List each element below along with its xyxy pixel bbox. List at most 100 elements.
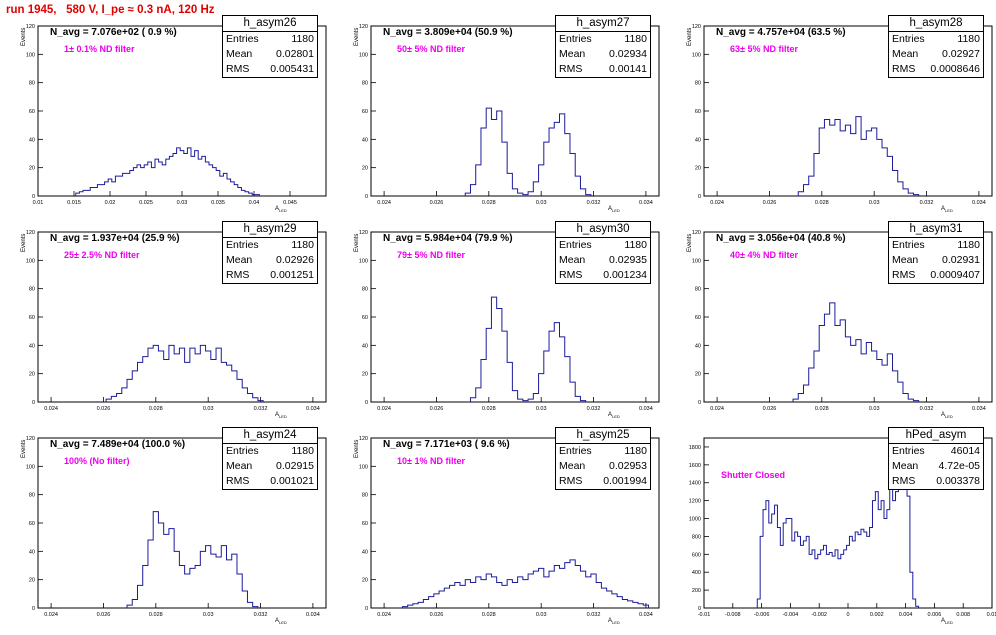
stats-key: RMS [559,269,583,281]
histogram-bin [112,182,116,196]
histogram-bin [622,600,627,609]
histogram-bin [177,148,181,196]
histogram-bin [174,551,179,608]
histogram-bin [612,594,617,608]
histogram-bin [185,362,190,402]
stats-key: Entries [559,239,592,251]
x-tick-label: 0.03 [536,406,547,412]
x-tick-label: 0.04 [249,200,260,206]
histogram-bin [198,159,202,196]
panel-h_asym29: 0.024 0.026 0.028 0.03 0.032 0.034 0 20 40 60 80 10… [0,221,330,429]
histogram-bin [818,554,821,608]
histogram-bin [173,154,177,197]
histogram-bin [241,190,245,196]
histogram-bin [908,193,913,196]
y-tick-label: 40 [362,137,368,143]
histogram-bin [851,345,856,402]
x-tick-label: 0.01 [987,612,996,618]
filter-label: 1± 0.1% ND filter [64,44,135,54]
histogram-bin [164,360,169,403]
histogram-bin [798,394,803,403]
histogram-bin [814,351,819,402]
stats-row: Entries 1180 [223,32,317,47]
histogram-bin [826,554,829,608]
x-tick-label: 0.03 [177,200,188,206]
histogram-bin [803,385,808,402]
x-tick-label: 0.028 [149,406,163,412]
histogram-bin [849,536,852,608]
x-tick-label: 0.028 [149,612,163,618]
histogram-bin [772,514,775,608]
y-tick-label: 800 [692,534,701,540]
histogram-bin [507,173,512,196]
y-tick-label: 80 [362,287,368,293]
x-tick-label: 0.015 [67,200,81,206]
x-tick-label: 0.008 [956,612,970,618]
histogram-bin [786,519,789,608]
stats-value: 46014 [950,445,980,457]
histogram-bin [190,348,195,402]
stats-row: Entries 1180 [223,444,317,459]
histogram-bin [845,337,850,402]
stats-row: RMS 0.001021 [223,474,317,489]
histogram-bin [205,162,209,196]
histogram-bin [174,354,179,402]
histogram-bin [476,388,481,402]
y-tick-label: 80 [362,493,368,499]
histogram-bin [760,536,763,608]
stats-key: Entries [559,33,592,45]
histogram-bin [158,351,163,402]
panel-h_asym31: 0.024 0.026 0.028 0.03 0.032 0.034 0 20 40 60 80 10… [666,221,996,429]
y-tick-label: 80 [695,81,701,87]
stats-box: hPed_asym Entries 46014 Mean 4.72e-05 RMS 0.00… [888,427,984,490]
histogram-bin [565,357,570,402]
histogram-bin [465,193,470,196]
histogram-bin [211,360,216,403]
stats-row: Entries 1180 [889,32,983,47]
stats-title: h_asym28 [889,16,983,32]
histogram-bin [913,195,918,196]
y-tick-label: 100 [359,52,368,58]
histogram-bin [544,351,549,402]
histogram-bin [830,303,835,402]
histogram-bin [127,605,132,608]
y-axis-title: Events [21,233,27,252]
histogram-bin [408,605,413,608]
histogram-bin [893,171,898,197]
x-tick-label: 0.028 [482,406,496,412]
x-tick-label: 0.028 [482,200,496,206]
histogram-bin [153,512,158,608]
histogram-bin [806,536,809,608]
histogram-bin [418,602,423,608]
x-tick-label: 0.03 [536,200,547,206]
histogram-bin [491,120,496,197]
x-axis-title: ALED [941,412,953,420]
histogram-bin [877,139,882,196]
navg-label: N_avg = 1.937e+04 (25.9 %) [50,233,180,244]
histogram-bin [166,159,170,196]
x-tick-label: 0.032 [587,200,601,206]
histogram-bin [861,529,864,608]
y-tick-label: 60 [362,109,368,115]
histogram-bin [565,563,570,608]
histogram-bin [206,546,211,608]
y-tick-label: 0 [365,400,368,406]
histogram-bin [108,179,112,196]
y-axis-title: Events [687,27,693,46]
x-tick-label: 0.03 [203,612,214,618]
histogram-bin [793,399,798,402]
stats-row: Mean 0.02927 [889,47,983,62]
histogram-bin [851,134,856,196]
histogram-bin [137,165,141,196]
stats-row: Mean 0.02935 [556,253,650,268]
histogram-bin [872,351,877,402]
histogram-bin [148,162,152,196]
histogram-bin [148,348,153,402]
histogram-bin [179,348,184,402]
histogram-bin [533,394,538,403]
plot-h_asym24: 0.024 0.026 0.028 0.03 0.032 0.034 0 20 40 60 80 10… [26,436,327,618]
stats-row: Entries 1180 [556,32,650,47]
y-tick-label: 120 [692,230,701,236]
x-tick-label: 0.03 [536,612,547,618]
histogram-bin [97,185,101,196]
